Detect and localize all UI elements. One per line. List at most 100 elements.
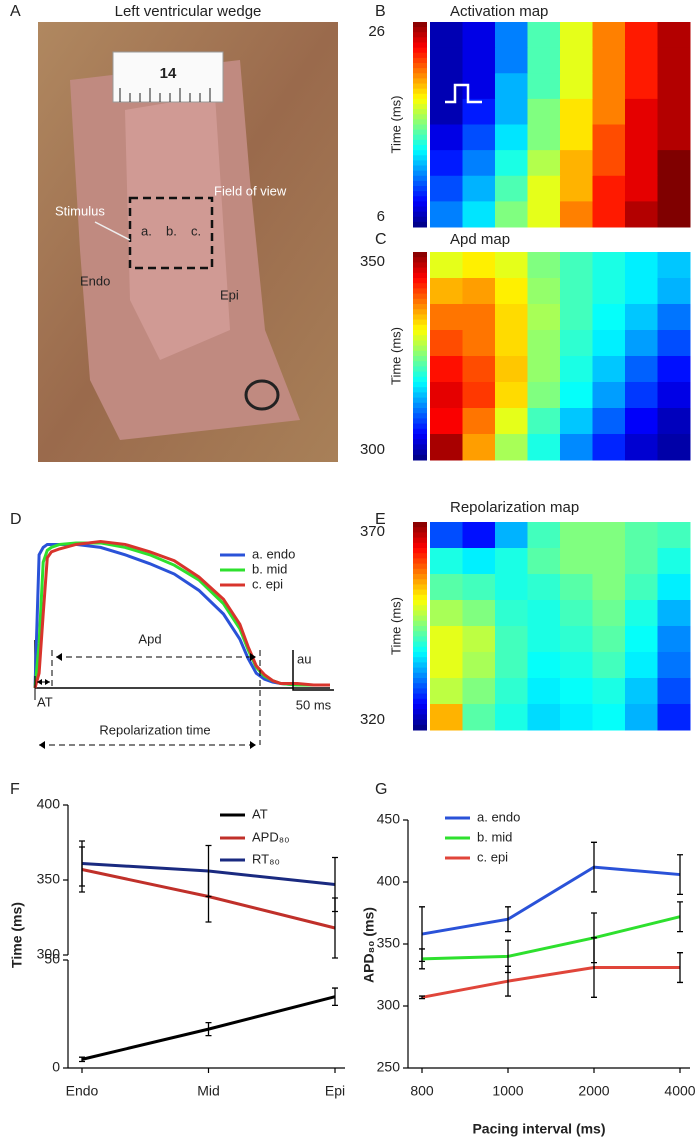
colorbar-step [413,139,427,146]
error-bar [677,901,683,933]
colorbar-step [413,610,427,617]
heat-cell [495,175,528,202]
heat-cell [625,304,658,331]
heat-cell [462,252,496,279]
heat-cell [430,304,463,331]
photo-label: Endo [80,273,110,288]
colorbar-step [413,272,427,279]
heat-cell [430,652,463,679]
annotation: Apd [138,631,161,646]
colorbar-step [413,278,427,284]
baseline-trace [34,640,330,689]
heat-cell [592,278,626,305]
heat-cell [430,574,463,601]
colorbar-step [413,709,427,715]
colorbar-step [413,387,427,393]
heat-cell [527,175,561,202]
series-line [421,865,681,936]
colorbar-step [413,688,427,695]
colorbar-tick-label: 26 [368,23,385,40]
heat-cell [625,175,658,202]
heat-cell [592,22,626,49]
heat-cell [657,678,691,705]
heat-cell [592,356,626,383]
heat-cell [657,304,691,331]
colorbar-step [413,196,427,202]
colorbar-step [413,371,427,378]
heat-cell [625,201,658,228]
colorbar-label: Time (ms) [388,597,403,655]
colorbar-step [413,558,427,565]
panel-letter: D [10,511,22,528]
colorbar-step [413,42,427,49]
error-bar [591,937,597,998]
error-bar [79,1056,85,1063]
heat-cell [560,522,593,549]
heat-cell [462,330,496,357]
y-tick-label: 350 [37,871,61,887]
heat-cell [430,278,463,305]
colorbar-step [413,423,427,430]
heat-cell [430,252,463,279]
colorbar-step [413,93,427,100]
x-tick-label: 2000 [578,1083,609,1099]
tissue-cut [125,95,230,360]
colorbar-step [413,615,427,622]
guide-lines [51,650,261,745]
heat-cell [495,47,528,74]
heat-cell [527,522,561,549]
error-bar [205,1021,212,1037]
heat-cell [527,704,561,731]
heat-cell [430,626,463,653]
colorbar-step [413,145,427,151]
colorbar-label: Time (ms) [388,95,403,153]
panel-letter: C [375,231,387,248]
colorbar-step [413,439,427,445]
error-bar [677,952,683,984]
heat-cell [625,47,658,74]
colorbar-step [413,134,427,141]
colorbar-step [413,579,427,585]
error-bar [505,965,511,997]
heat-cell [495,73,528,100]
heat-cell [527,201,561,228]
heat-cell [527,356,561,383]
heat-cell [495,356,528,383]
heat-cell [527,22,561,49]
heat-cell [462,22,496,49]
heat-cell [657,252,691,279]
heat-cell [560,201,593,228]
heat-cell [495,574,528,601]
heat-cell [430,434,463,461]
panel-letter: A [10,3,21,20]
colorbar-step [413,350,427,357]
colorbar-label: Time (ms) [388,327,403,385]
colorbar-step [413,304,427,310]
colorbar-step [413,568,427,575]
heat-cell [495,22,528,49]
x-tick-label: Epi [325,1083,345,1099]
colorbar-tick-label: 6 [377,208,385,225]
photo-label: b. [166,223,177,238]
heat-cell [625,434,658,461]
heat-cell [430,124,463,151]
heat-cell [560,408,593,435]
legend-label: RT₈₀ [252,851,280,866]
heat-cell [592,304,626,331]
heat-cell [592,434,626,461]
heat-cell [495,330,528,357]
colorbar-step [413,636,427,643]
heat-cell [592,47,626,74]
heat-cell [462,574,496,601]
colorbar-step [413,221,427,228]
colorbar-step [413,155,427,161]
heat-cell [430,548,463,575]
heat-cell [527,330,561,357]
colorbar-step [413,532,427,539]
heat-cell [657,124,691,151]
colorbar-step [413,522,427,528]
y-tick-label: 300 [377,997,401,1013]
trace-line [33,539,330,689]
heat-cell [560,574,593,601]
colorbar-step [413,620,427,627]
